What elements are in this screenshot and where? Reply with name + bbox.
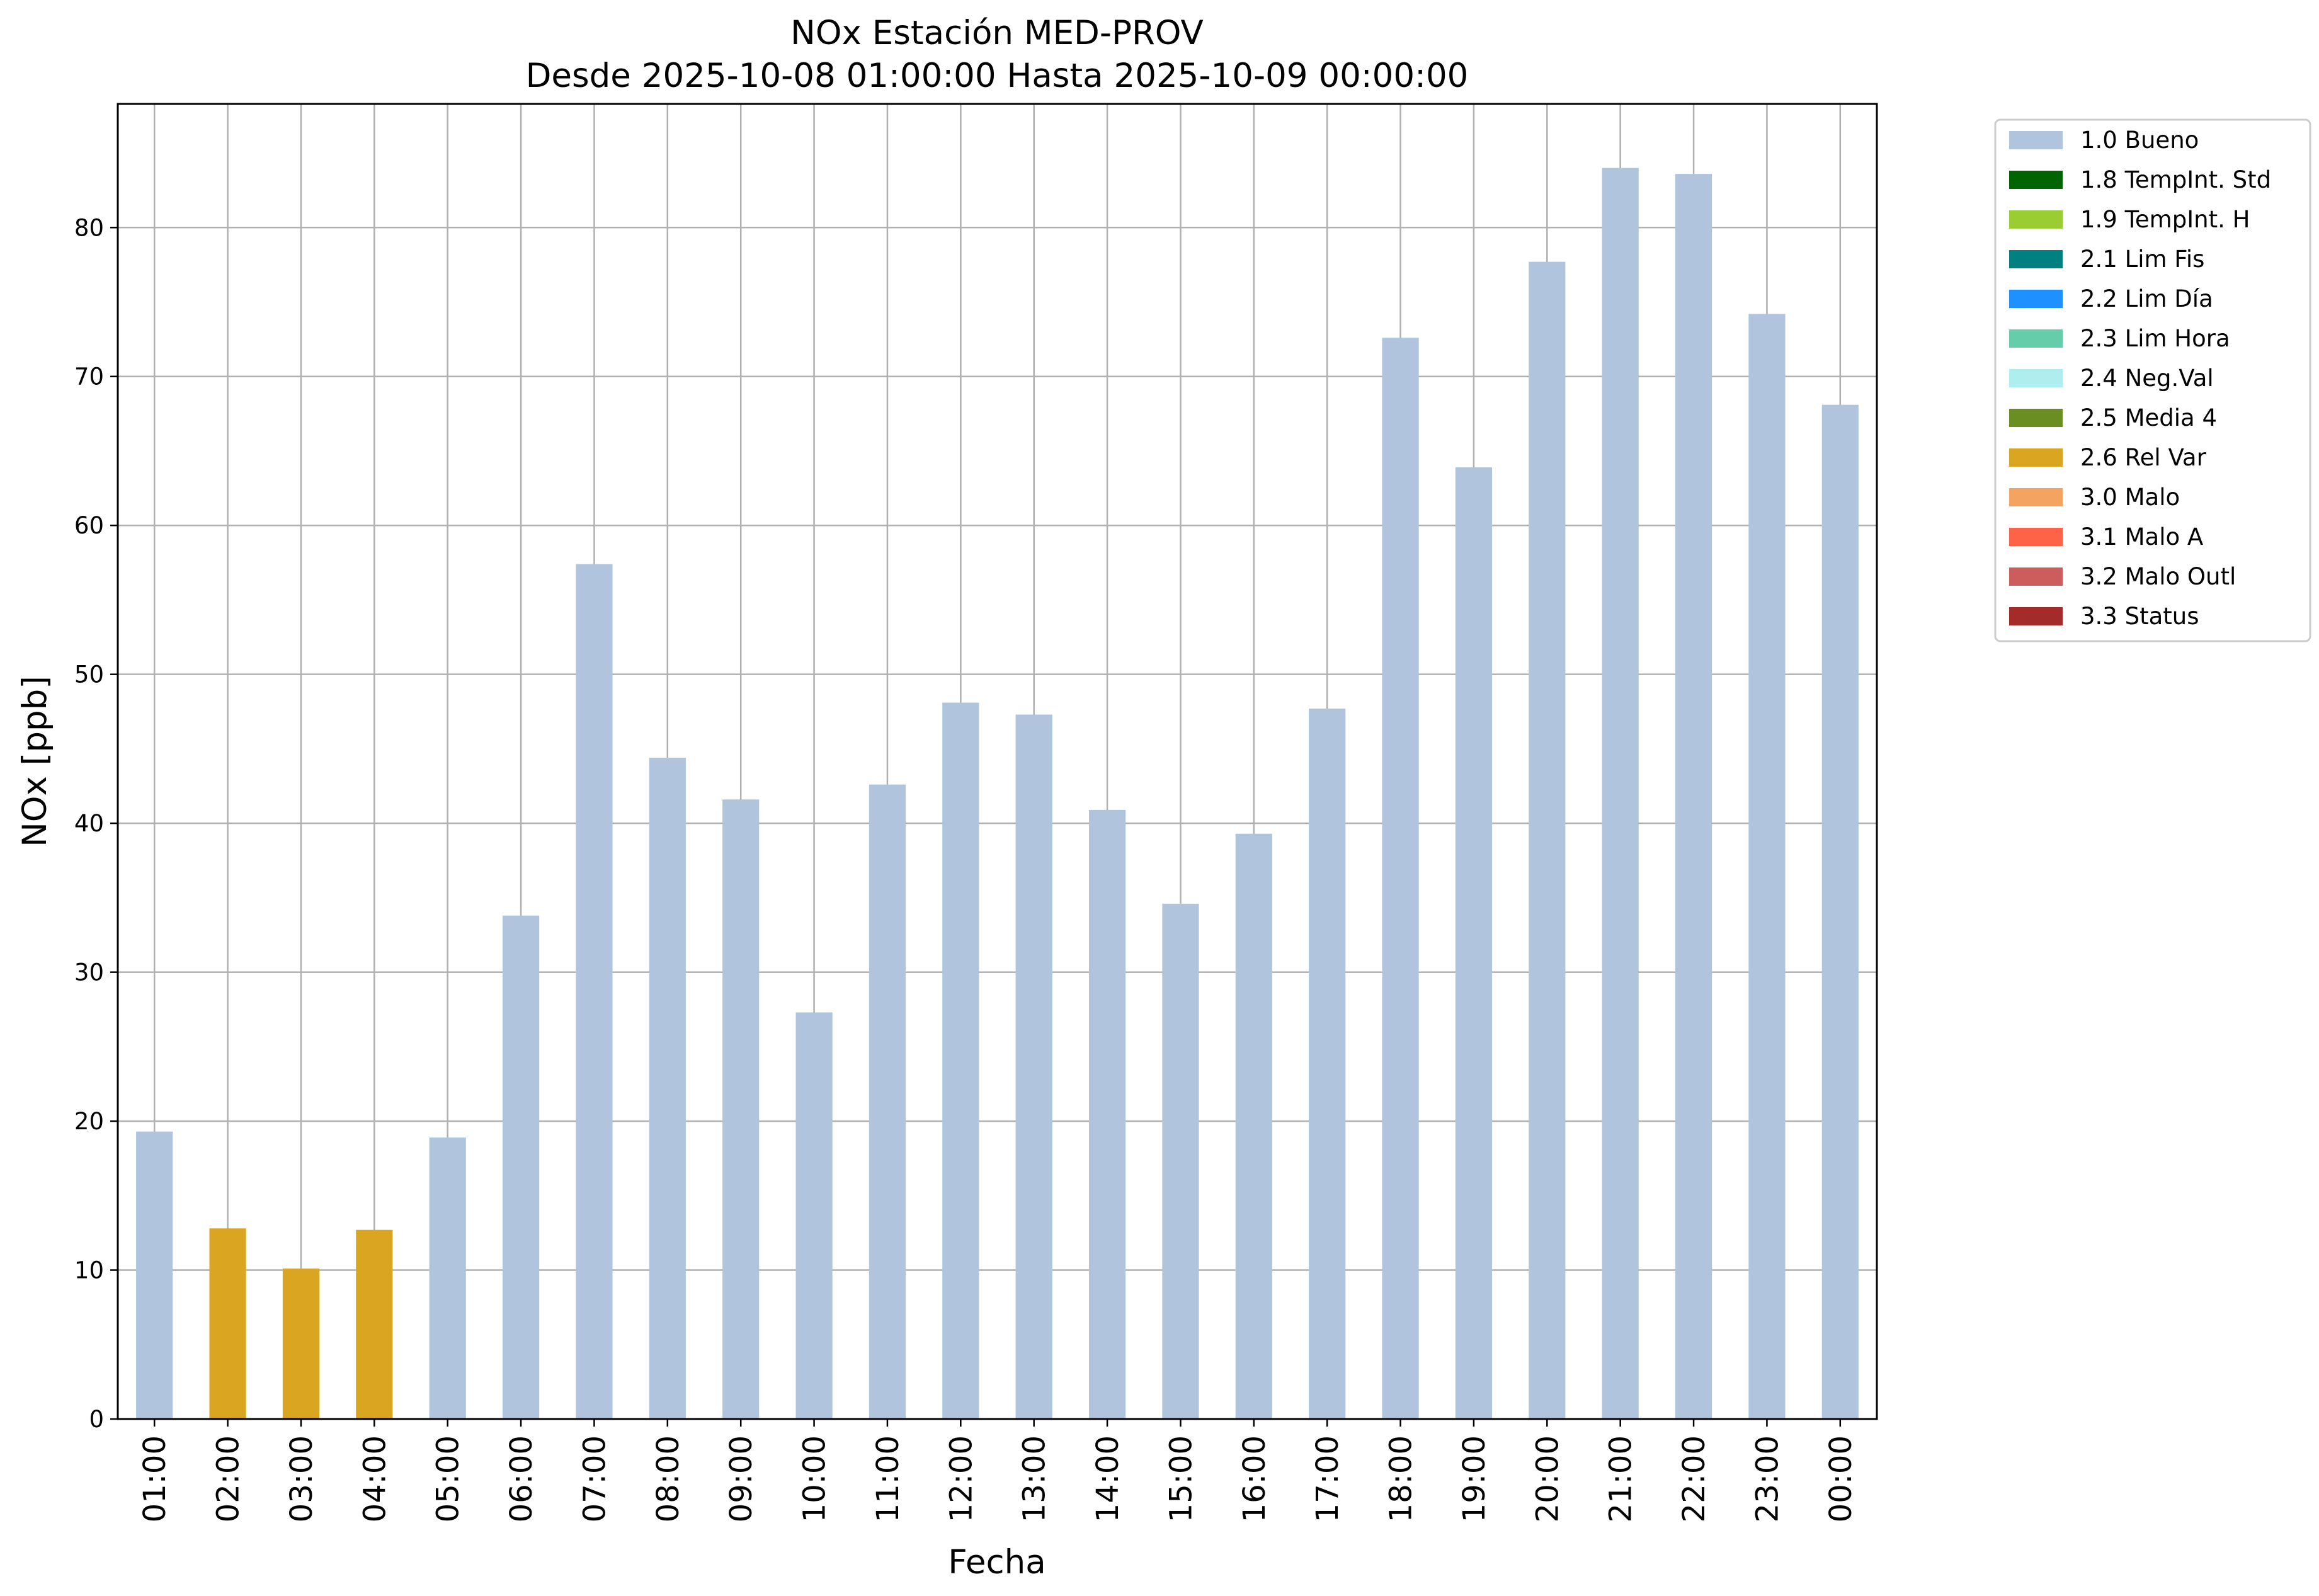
bar-08-00	[649, 758, 686, 1419]
y-tick-label-50: 50	[74, 661, 104, 688]
bar-17-00	[1309, 709, 1346, 1419]
x-tick-label-22-00: 22:00	[1677, 1435, 1712, 1522]
bar-12-00	[942, 702, 979, 1419]
legend-label-0: 1.0 Bueno	[2080, 127, 2199, 154]
x-tick-label-14-00: 14:00	[1090, 1435, 1125, 1522]
x-tick-label-07-00: 07:00	[577, 1435, 612, 1522]
bars	[136, 168, 1859, 1420]
x-tick-label-00-00: 00:00	[1823, 1435, 1859, 1522]
x-tick-label-16-00: 16:00	[1237, 1435, 1272, 1522]
x-tick-label-04-00: 04:00	[357, 1435, 392, 1522]
legend-swatch-1	[2009, 171, 2063, 189]
legend-swatch-7	[2009, 409, 2063, 427]
x-tick-label-12-00: 12:00	[943, 1435, 979, 1522]
legend-swatch-0	[2009, 131, 2063, 149]
bar-04-00	[356, 1229, 393, 1419]
legend-frame	[1994, 118, 2311, 642]
bar-18-00	[1382, 338, 1419, 1419]
chart-subtitle: Desde 2025-10-08 01:00:00 Hasta 2025-10-…	[526, 57, 1469, 95]
y-tick-label-40: 40	[74, 810, 104, 837]
bar-16-00	[1235, 833, 1272, 1419]
legend-swatch-4	[2009, 290, 2063, 308]
x-tick-label-02-00: 02:00	[211, 1435, 246, 1522]
legend-label-2: 1.9 TempInt. H	[2080, 206, 2250, 233]
y-tick-label-60: 60	[74, 512, 104, 539]
x-tick-label-23-00: 23:00	[1750, 1435, 1785, 1522]
x-tick-label-15-00: 15:00	[1163, 1435, 1199, 1522]
bar-01-00	[136, 1131, 173, 1419]
bar-22-00	[1675, 174, 1712, 1420]
plot-frame	[117, 103, 1878, 1420]
legend-items: 1.0 Bueno 1.8 TempInt. Std 1.9 TempInt. H 2…	[2009, 127, 2271, 630]
bar-13-00	[1015, 714, 1052, 1419]
y-tick-label-10: 10	[74, 1257, 104, 1284]
bar-02-00	[209, 1228, 246, 1419]
x-tick-label-20-00: 20:00	[1530, 1435, 1565, 1522]
y-tick-label-80: 80	[74, 214, 104, 241]
legend-label-7: 2.5 Media 4	[2080, 404, 2217, 431]
legend-label-3: 2.1 Lim Fis	[2080, 246, 2204, 273]
x-tick-label-21-00: 21:00	[1604, 1435, 1639, 1522]
y-tick-label-20: 20	[74, 1108, 104, 1135]
x-tick-label-05-00: 05:00	[431, 1435, 466, 1522]
x-axis-label: Fecha	[948, 1543, 1046, 1582]
x-tick-label-17-00: 17:00	[1310, 1435, 1345, 1522]
x-tick-label-09-00: 09:00	[724, 1435, 759, 1522]
legend-swatch-10	[2009, 528, 2063, 546]
x-tick-label-13-00: 13:00	[1017, 1435, 1052, 1522]
legend-label-10: 3.1 Malo A	[2080, 523, 2203, 550]
y-axis-label: NOx [ppb]	[16, 676, 54, 847]
legend-label-6: 2.4 Neg.Val	[2080, 365, 2214, 392]
bar-19-00	[1455, 467, 1493, 1419]
x-tick-label-19-00: 19:00	[1457, 1435, 1492, 1522]
bar-14-00	[1088, 809, 1126, 1419]
bar-20-00	[1529, 261, 1566, 1420]
x-axis-ticks: 01:00 02:00 03:00 04:00 05:00 06:00 07:00 08:00…	[137, 1419, 1859, 1522]
legend-swatch-11	[2009, 567, 2063, 586]
legend: 1.0 Bueno 1.8 TempInt. Std 1.9 TempInt. H 2…	[1994, 118, 2311, 642]
legend-label-8: 2.6 Rel Var	[2080, 444, 2207, 471]
legend-label-11: 3.2 Malo Outl	[2080, 563, 2236, 590]
legend-swatch-6	[2009, 369, 2063, 387]
x-tick-label-01-00: 01:00	[137, 1435, 173, 1522]
y-tick-label-0: 0	[89, 1406, 104, 1433]
bar-21-00	[1602, 168, 1639, 1419]
bar-10-00	[795, 1012, 833, 1419]
x-tick-label-06-00: 06:00	[504, 1435, 539, 1522]
x-tick-label-18-00: 18:00	[1384, 1435, 1419, 1522]
y-tick-label-70: 70	[74, 363, 104, 390]
bar-03-00	[282, 1268, 320, 1419]
legend-swatch-3	[2009, 250, 2063, 268]
bar-06-00	[502, 915, 540, 1419]
legend-swatch-9	[2009, 488, 2063, 506]
chart-title: NOx Estación MED-PROV	[790, 14, 1204, 52]
legend-label-9: 3.0 Malo	[2080, 484, 2180, 511]
bar-00-00	[1821, 404, 1859, 1419]
legend-swatch-8	[2009, 448, 2063, 467]
legend-swatch-12	[2009, 607, 2063, 625]
x-tick-label-11-00: 11:00	[870, 1435, 906, 1522]
bar-15-00	[1162, 903, 1199, 1419]
legend-label-12: 3.3 Status	[2080, 603, 2199, 630]
legend-swatch-5	[2009, 329, 2063, 348]
legend-label-1: 1.8 TempInt. Std	[2080, 166, 2271, 193]
bar-05-00	[429, 1137, 466, 1419]
legend-label-5: 2.3 Lim Hora	[2080, 325, 2230, 352]
legend-label-4: 2.2 Lim Día	[2080, 285, 2213, 312]
bar-09-00	[722, 799, 760, 1419]
legend-swatch-2	[2009, 210, 2063, 229]
bar-11-00	[869, 784, 906, 1419]
x-tick-label-10-00: 10:00	[797, 1435, 833, 1522]
bar-07-00	[576, 564, 613, 1419]
x-tick-label-08-00: 08:00	[651, 1435, 686, 1522]
y-tick-label-30: 30	[74, 959, 104, 986]
y-axis-ticks: 0 10 20 30 40 50 60 70 80	[74, 214, 118, 1433]
bar-23-00	[1748, 314, 1786, 1419]
x-tick-label-03-00: 03:00	[284, 1435, 319, 1522]
